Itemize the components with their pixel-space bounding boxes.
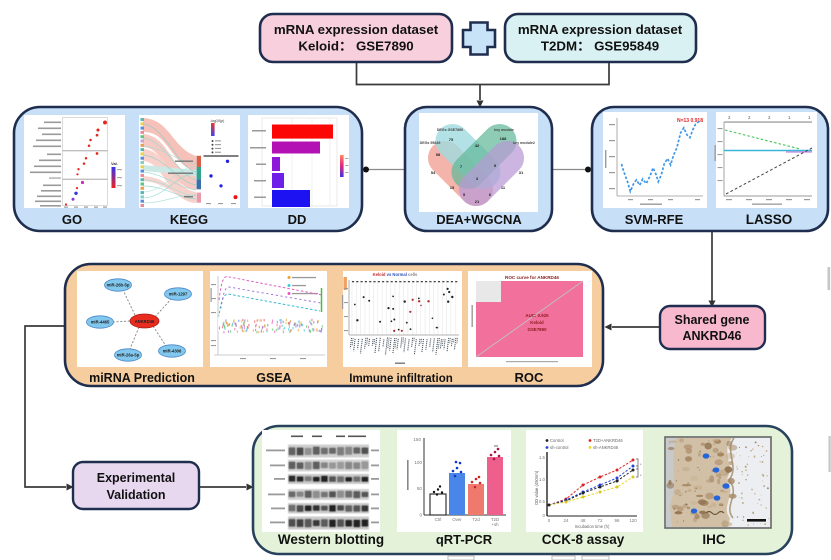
svg-text:DEGs 95849: DEGs 95849 <box>420 141 441 145</box>
svg-text:5: 5 <box>463 192 466 197</box>
svg-text:miR-1297: miR-1297 <box>169 292 188 297</box>
svg-text:Control: Control <box>550 438 564 443</box>
svg-text:ROC: ROC <box>515 370 545 385</box>
svg-text:miR-26b-5p: miR-26b-5p <box>107 283 130 288</box>
svg-text:AUC: 0.925: AUC: 0.925 <box>525 313 549 318</box>
svg-text:mRNA expression dataset: mRNA expression dataset <box>274 22 439 37</box>
svg-text:DD: DD <box>288 212 307 227</box>
svg-text:T2DM： GSE95849: T2DM： GSE95849 <box>541 39 659 54</box>
svg-text:+sh: +sh <box>491 522 499 527</box>
svg-text:Validation: Validation <box>106 488 165 502</box>
svg-text:1.5: 1.5 <box>539 455 546 460</box>
svg-text:GSEA: GSEA <box>256 371 291 385</box>
svg-text:42: 42 <box>475 143 480 148</box>
svg-text:0: 0 <box>548 518 551 523</box>
svg-text:Shared gene: Shared gene <box>674 313 749 327</box>
svg-text:2: 2 <box>748 115 751 120</box>
svg-text:75: 75 <box>449 137 454 142</box>
svg-text:Val.: Val. <box>111 161 118 166</box>
svg-text:188: 188 <box>500 136 507 141</box>
svg-text:Keloid: Keloid <box>530 320 544 325</box>
svg-text:T2D: T2D <box>491 517 499 522</box>
svg-text:9: 9 <box>494 163 497 168</box>
svg-text:24: 24 <box>564 518 569 523</box>
svg-text:SVM-RFE: SVM-RFE <box>625 212 684 227</box>
svg-text:50: 50 <box>417 486 423 491</box>
svg-text:Keloid： GSE7890: Keloid： GSE7890 <box>298 39 413 54</box>
svg-text:**: ** <box>494 445 498 451</box>
svg-text:GO: GO <box>62 212 82 227</box>
svg-text:T2d: T2d <box>472 517 480 522</box>
svg-text:1: 1 <box>808 115 811 120</box>
svg-text:-log10(p): -log10(p) <box>210 119 224 123</box>
svg-text:Immune infiltration: Immune infiltration <box>349 373 453 385</box>
svg-text:96: 96 <box>615 518 620 523</box>
svg-text:Ctrl: Ctrl <box>435 517 442 522</box>
svg-text:key module2: key module2 <box>513 141 535 145</box>
svg-text:0.5: 0.5 <box>539 499 546 504</box>
svg-text:miR-4306: miR-4306 <box>163 349 182 354</box>
svg-text:Over: Over <box>452 517 462 522</box>
svg-text:6: 6 <box>489 192 492 197</box>
svg-text:3: 3 <box>476 176 479 181</box>
svg-text:2: 2 <box>728 115 731 120</box>
svg-text:IHC: IHC <box>702 532 726 547</box>
svg-text:miR-26a-5p: miR-26a-5p <box>117 353 140 358</box>
svg-text:*: * <box>640 462 642 467</box>
svg-text:ANKRD46: ANKRD46 <box>682 329 741 343</box>
svg-text:KEGG: KEGG <box>170 212 208 227</box>
svg-text:DEA+WGCNA: DEA+WGCNA <box>436 212 522 227</box>
svg-text:OD value (450nm): OD value (450nm) <box>534 470 539 505</box>
svg-text:0: 0 <box>543 513 546 518</box>
svg-text:miR-4465: miR-4465 <box>91 320 110 325</box>
svg-text:Keloid vs Normal cells: Keloid vs Normal cells <box>373 272 418 277</box>
svg-text:*: * <box>640 473 642 478</box>
svg-text:98: 98 <box>436 152 441 157</box>
svg-text:1: 1 <box>788 115 791 120</box>
svg-text:CCK-8 assay: CCK-8 assay <box>542 532 625 547</box>
svg-text:Incubation time (h): Incubation time (h) <box>575 524 610 529</box>
svg-text:1.0: 1.0 <box>539 477 546 482</box>
svg-text:LASSO: LASSO <box>746 212 793 227</box>
svg-text:sh-control: sh-control <box>550 445 568 450</box>
svg-text:31: 31 <box>519 170 524 175</box>
svg-text:11: 11 <box>501 185 506 190</box>
svg-text:ANKRD46: ANKRD46 <box>135 319 155 324</box>
svg-text:120: 120 <box>629 518 637 523</box>
svg-text:T2D+ANKRD46: T2D+ANKRD46 <box>593 438 623 443</box>
svg-text:mRNA expression dataset: mRNA expression dataset <box>518 22 683 37</box>
svg-text:150: 150 <box>413 437 421 442</box>
svg-text:GSE7890: GSE7890 <box>527 327 547 332</box>
svg-text:miRNA Prediction: miRNA Prediction <box>89 371 195 385</box>
svg-text:15: 15 <box>450 185 455 190</box>
svg-text:0: 0 <box>419 513 422 518</box>
svg-text:Experimental: Experimental <box>97 471 176 485</box>
svg-text:N=13 0.918: N=13 0.918 <box>677 118 703 124</box>
svg-text:2: 2 <box>768 115 771 120</box>
svg-text:21: 21 <box>475 199 480 204</box>
svg-text:key module: key module <box>494 128 514 132</box>
svg-text:7: 7 <box>460 164 463 169</box>
svg-text:DEGs GSE7890: DEGs GSE7890 <box>437 128 463 132</box>
svg-text:ROC curve for ANKRD46: ROC curve for ANKRD46 <box>505 275 559 280</box>
svg-text:Western blotting: Western blotting <box>278 532 384 547</box>
svg-text:72: 72 <box>598 518 603 523</box>
svg-text:qRT-PCR: qRT-PCR <box>436 532 493 547</box>
svg-text:54: 54 <box>431 170 436 175</box>
svg-text:sh-ANKRD46: sh-ANKRD46 <box>593 445 619 450</box>
svg-text:100: 100 <box>414 460 422 465</box>
svg-text:48: 48 <box>581 518 586 523</box>
